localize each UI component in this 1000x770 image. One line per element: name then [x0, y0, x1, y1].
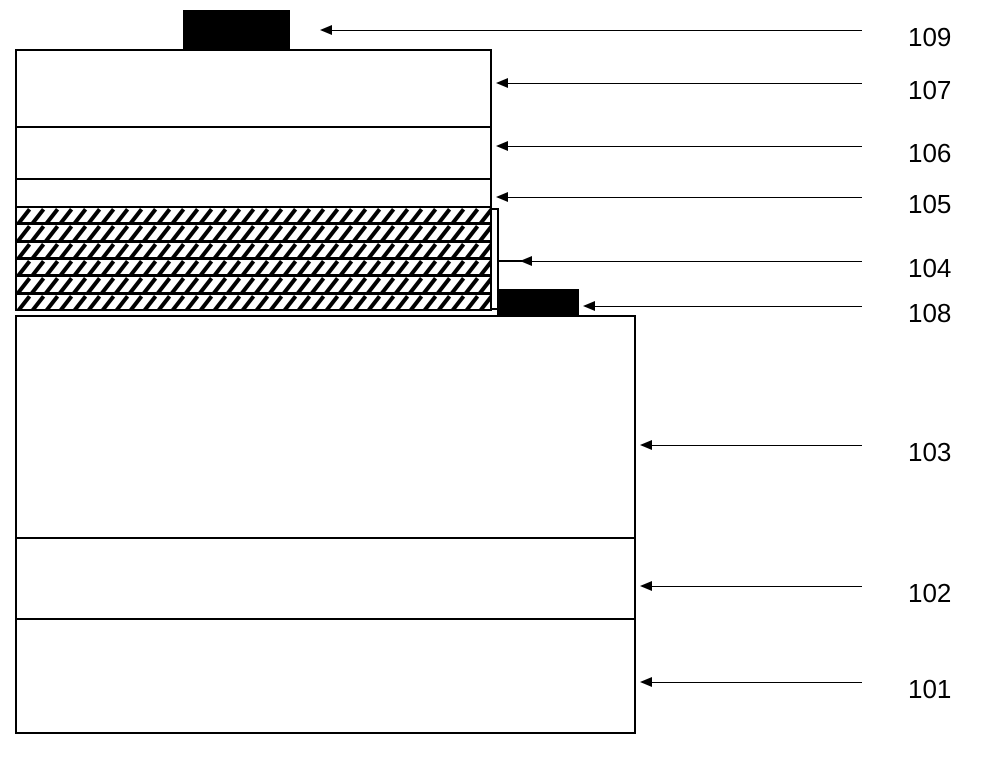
bracket-m-104: [497, 260, 522, 262]
layer_104-sub-5: [15, 293, 492, 311]
bracket-v-104: [497, 208, 499, 308]
label-105: 105: [908, 189, 951, 220]
arrowhead-103: [640, 440, 652, 450]
arrow-104: [522, 261, 862, 262]
arrowhead-109: [320, 25, 332, 35]
label-106: 106: [908, 138, 951, 169]
label-103: 103: [908, 437, 951, 468]
arrow-108: [585, 306, 862, 307]
bracket-b-104: [491, 308, 499, 310]
layer_106: [15, 126, 492, 180]
arrow-101: [642, 682, 862, 683]
label-109: 109: [908, 22, 951, 53]
label-107: 107: [908, 75, 951, 106]
layer_101: [15, 618, 636, 734]
layer_103: [15, 315, 636, 539]
layer_104-sub-4: [15, 275, 492, 293]
arrowhead-107: [496, 78, 508, 88]
label-101: 101: [908, 674, 951, 705]
label-102: 102: [908, 578, 951, 609]
arrow-106: [498, 146, 862, 147]
bracket-t-104: [491, 208, 499, 210]
arrowhead-102: [640, 581, 652, 591]
arrow-103: [642, 445, 862, 446]
layer_104-sub-2: [15, 241, 492, 259]
arrow-107: [498, 83, 862, 84]
arrow-109: [322, 30, 862, 31]
layer_102: [15, 537, 636, 620]
arrowhead-106: [496, 141, 508, 151]
label-104: 104: [908, 253, 951, 284]
layer_107: [15, 49, 492, 128]
arrow-102: [642, 586, 862, 587]
layer_105: [15, 178, 492, 208]
label-108: 108: [908, 298, 951, 329]
electrode-108: [497, 289, 579, 317]
layer_104-sub-3: [15, 258, 492, 276]
arrowhead-105: [496, 192, 508, 202]
layer_104-sub-0: [15, 206, 492, 224]
electrode-109: [183, 10, 290, 51]
layer_104-sub-1: [15, 223, 492, 241]
arrowhead-101: [640, 677, 652, 687]
arrowhead-108: [583, 301, 595, 311]
arrow-105: [498, 197, 862, 198]
